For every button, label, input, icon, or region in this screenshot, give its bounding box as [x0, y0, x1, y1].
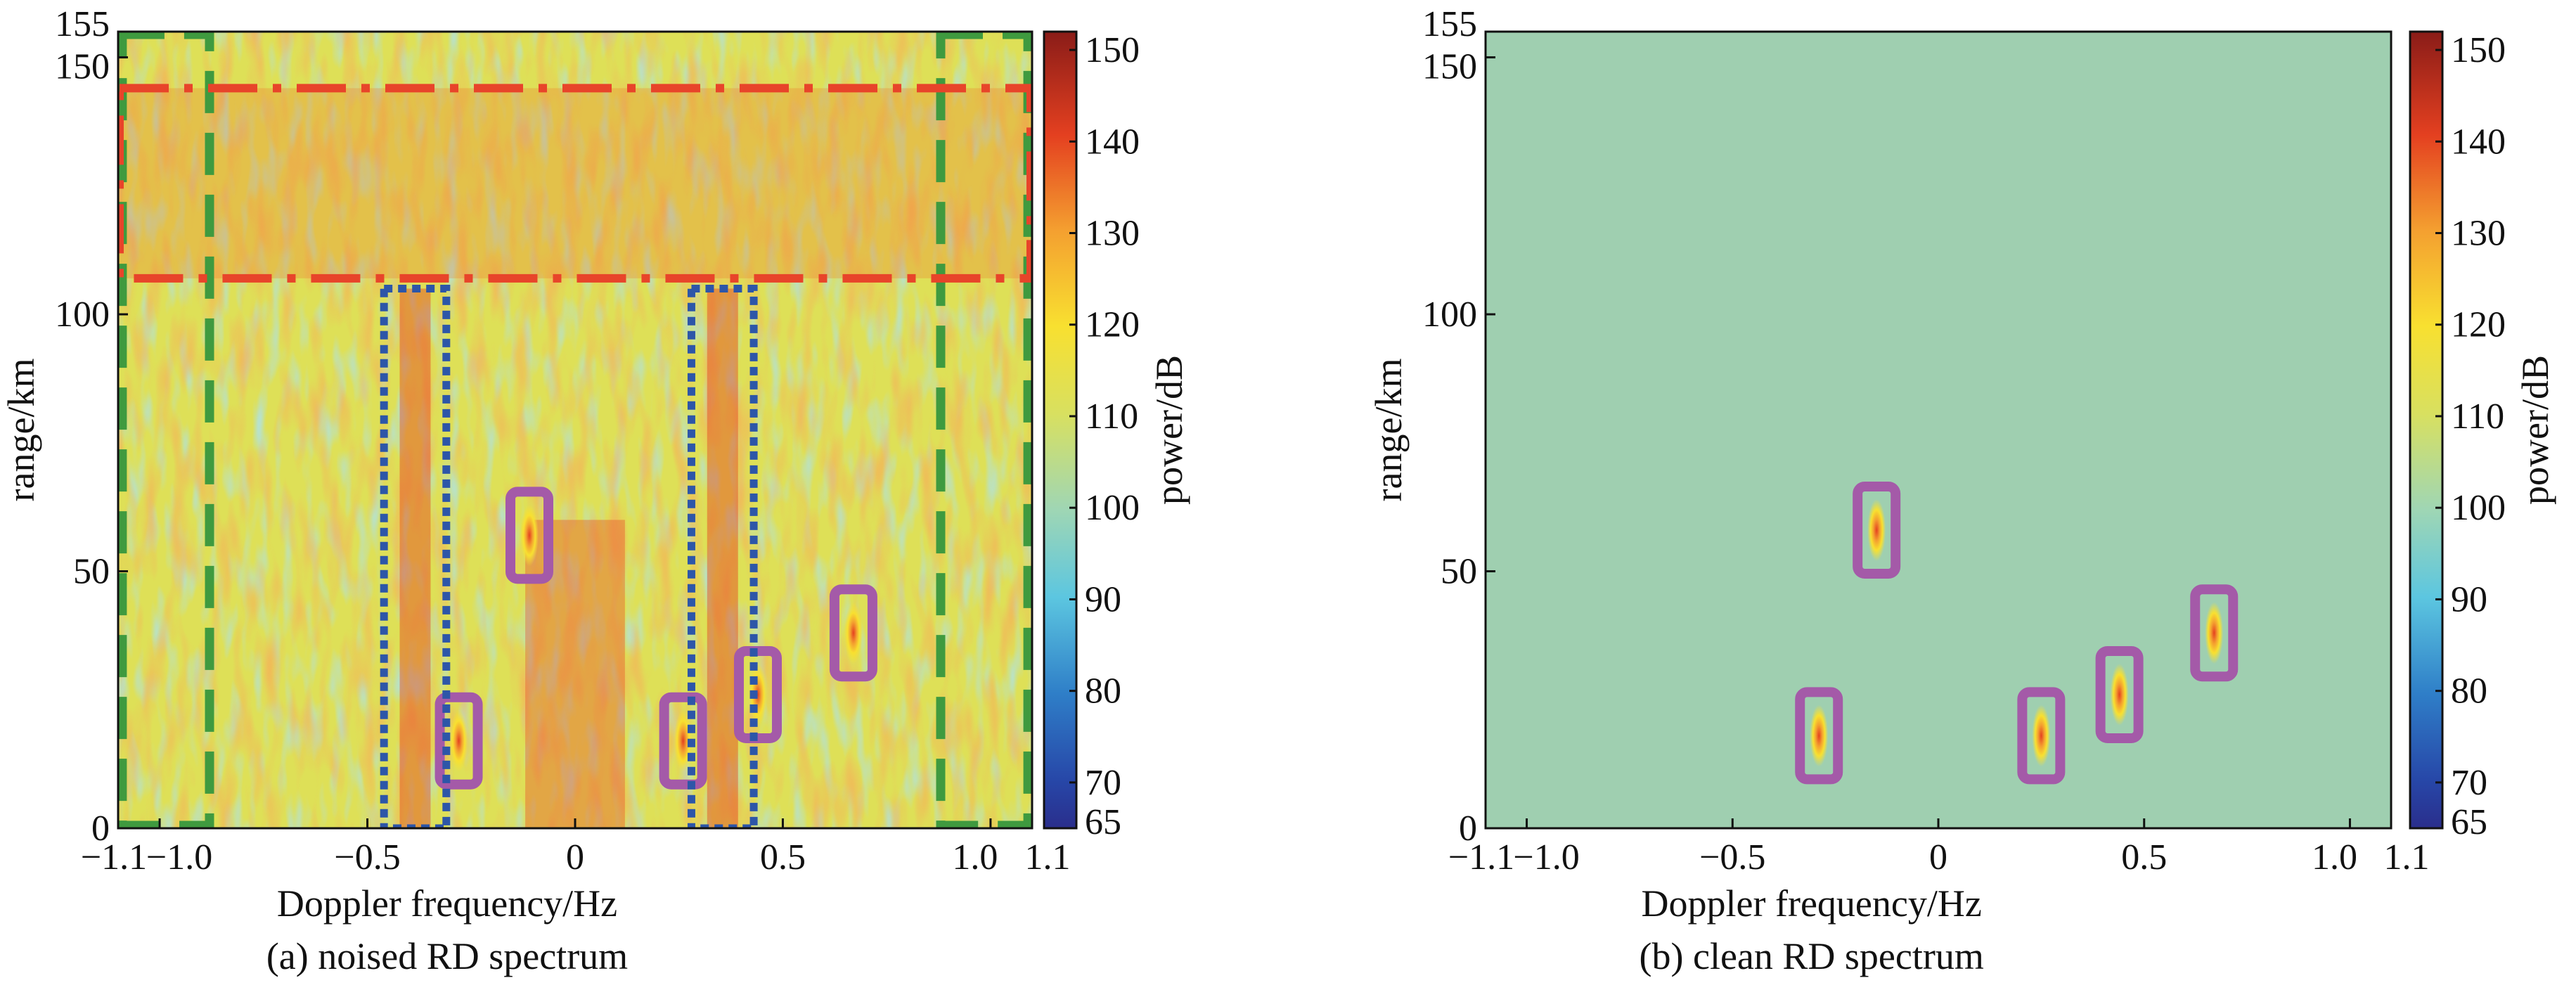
y-tick-label-0: 0	[1459, 809, 1477, 849]
x-tick-label-3: 0	[1929, 837, 1947, 877]
x-tick-label-3: 0	[566, 837, 584, 877]
y-tick-label-4: 155	[1422, 4, 1477, 44]
y-axis-label: range/km	[0, 359, 42, 502]
target-echo-4	[2205, 602, 2224, 664]
target-box-2	[659, 692, 707, 790]
x-tick-label-2: −0.5	[334, 837, 400, 877]
colorbar-tick-label-6: 120	[1085, 305, 1140, 345]
target-echo-1	[1810, 704, 1829, 767]
colorbar-label: power/dB	[2514, 355, 2556, 505]
colorbar-tick-label-0: 65	[2451, 802, 2487, 842]
panel-caption: (a) noised RD spectrum	[266, 935, 628, 977]
y-tick-label-3: 150	[55, 47, 110, 87]
x-tick-label-4: 0.5	[2121, 837, 2167, 877]
target-box-0	[1853, 482, 1901, 579]
x-tick-label-4: 0.5	[760, 837, 806, 877]
x-axis-label: Doppler frequency/Hz	[1642, 882, 1982, 925]
y-tick-label-3: 150	[1422, 47, 1477, 87]
plot-area	[118, 32, 1032, 828]
colorbar-tick-label-2: 80	[2451, 671, 2487, 712]
colorbar-label: power/dB	[1148, 355, 1190, 505]
target-box-0	[505, 487, 553, 584]
target-box-4	[829, 584, 877, 682]
y-tick-label-1: 50	[1441, 552, 1477, 592]
target-echo-2	[2032, 704, 2051, 767]
colorbar	[1043, 30, 1078, 830]
colorbar-tick-label-3: 90	[1085, 579, 1121, 619]
background-field	[1486, 32, 2391, 828]
sea-clutter-ridge-0	[399, 288, 431, 828]
target-box-3	[734, 645, 782, 743]
noise-texture-warm	[118, 32, 1032, 828]
colorbar-tick-label-9: 150	[1085, 30, 1140, 70]
target-echo-3	[2110, 663, 2129, 726]
target-echo-0	[1867, 499, 1886, 562]
target-box-3	[2095, 645, 2144, 743]
x-tick-label-5: 1.0	[952, 837, 998, 877]
y-tick-label-1: 50	[73, 552, 110, 592]
colorbar-tick-label-4: 100	[2451, 488, 2506, 528]
ionospheric-clutter-band	[118, 88, 1032, 278]
x-tick-label-5: 1.0	[2312, 837, 2357, 877]
colorbar-tick-label-2: 80	[1085, 671, 1121, 712]
colorbar-tick-label-9: 150	[2451, 30, 2506, 70]
target-box-4	[2190, 584, 2239, 682]
x-tick-label-1: −1.0	[146, 837, 212, 877]
x-tick-label-0: −1.1	[81, 837, 147, 877]
colorbar-tick-label-5: 110	[2451, 397, 2504, 437]
y-tick-label-0: 0	[91, 809, 110, 849]
colorbar-tick-label-1: 70	[2451, 763, 2487, 803]
zero-doppler-clutter	[525, 520, 625, 828]
colorbar-tick-label-1: 70	[1085, 763, 1121, 803]
colorbar-tick-label-8: 140	[1085, 122, 1140, 162]
target-echo-0	[520, 504, 539, 567]
colorbar-tick-label-4: 100	[1085, 488, 1140, 528]
panel-clean: −1.1−1.0 −0.5 0 0.5 1.0 1.1050100150155Dopple…	[1367, 4, 2556, 977]
x-tick-label-1: −1.0	[1513, 837, 1579, 877]
target-echo-1	[449, 709, 468, 772]
x-tick-label-6: 1.1	[1025, 837, 1071, 877]
target-box-1	[434, 692, 483, 790]
red-dashdot-box-0	[118, 84, 1032, 283]
colorbar-tick-label-5: 110	[1085, 397, 1138, 437]
x-axis-label: Doppler frequency/Hz	[277, 882, 617, 925]
plot-area	[1486, 32, 2391, 828]
colorbar-tick-label-8: 140	[2451, 122, 2506, 162]
panel-noised: −1.1−1.0 −0.5 0 0.5 1.0 1.1050100150155Dopple…	[0, 4, 1190, 977]
target-box-2	[2017, 687, 2066, 785]
y-axis-label: range/km	[1367, 359, 1410, 502]
x-tick-label-6: 1.1	[2384, 837, 2430, 877]
target-echo-4	[844, 602, 863, 664]
sea-clutter-ridge-1	[707, 288, 738, 828]
y-tick-label-4: 155	[55, 4, 110, 44]
x-tick-label-2: −0.5	[1699, 837, 1765, 877]
y-tick-label-2: 100	[55, 295, 110, 335]
colorbar-tick-label-7: 130	[2451, 214, 2506, 254]
colorbar-tick-label-6: 120	[2451, 305, 2506, 345]
panel-caption: (b) clean RD spectrum	[1640, 935, 1984, 977]
target-box-1	[1795, 687, 1843, 785]
colorbar-tick-label-7: 130	[1085, 214, 1140, 254]
colorbar-tick-label-3: 90	[2451, 579, 2487, 619]
y-tick-label-2: 100	[1422, 295, 1477, 335]
colorbar	[2409, 30, 2444, 830]
colorbar-tick-label-0: 65	[1085, 802, 1121, 842]
x-tick-label-0: −1.1	[1448, 837, 1514, 877]
